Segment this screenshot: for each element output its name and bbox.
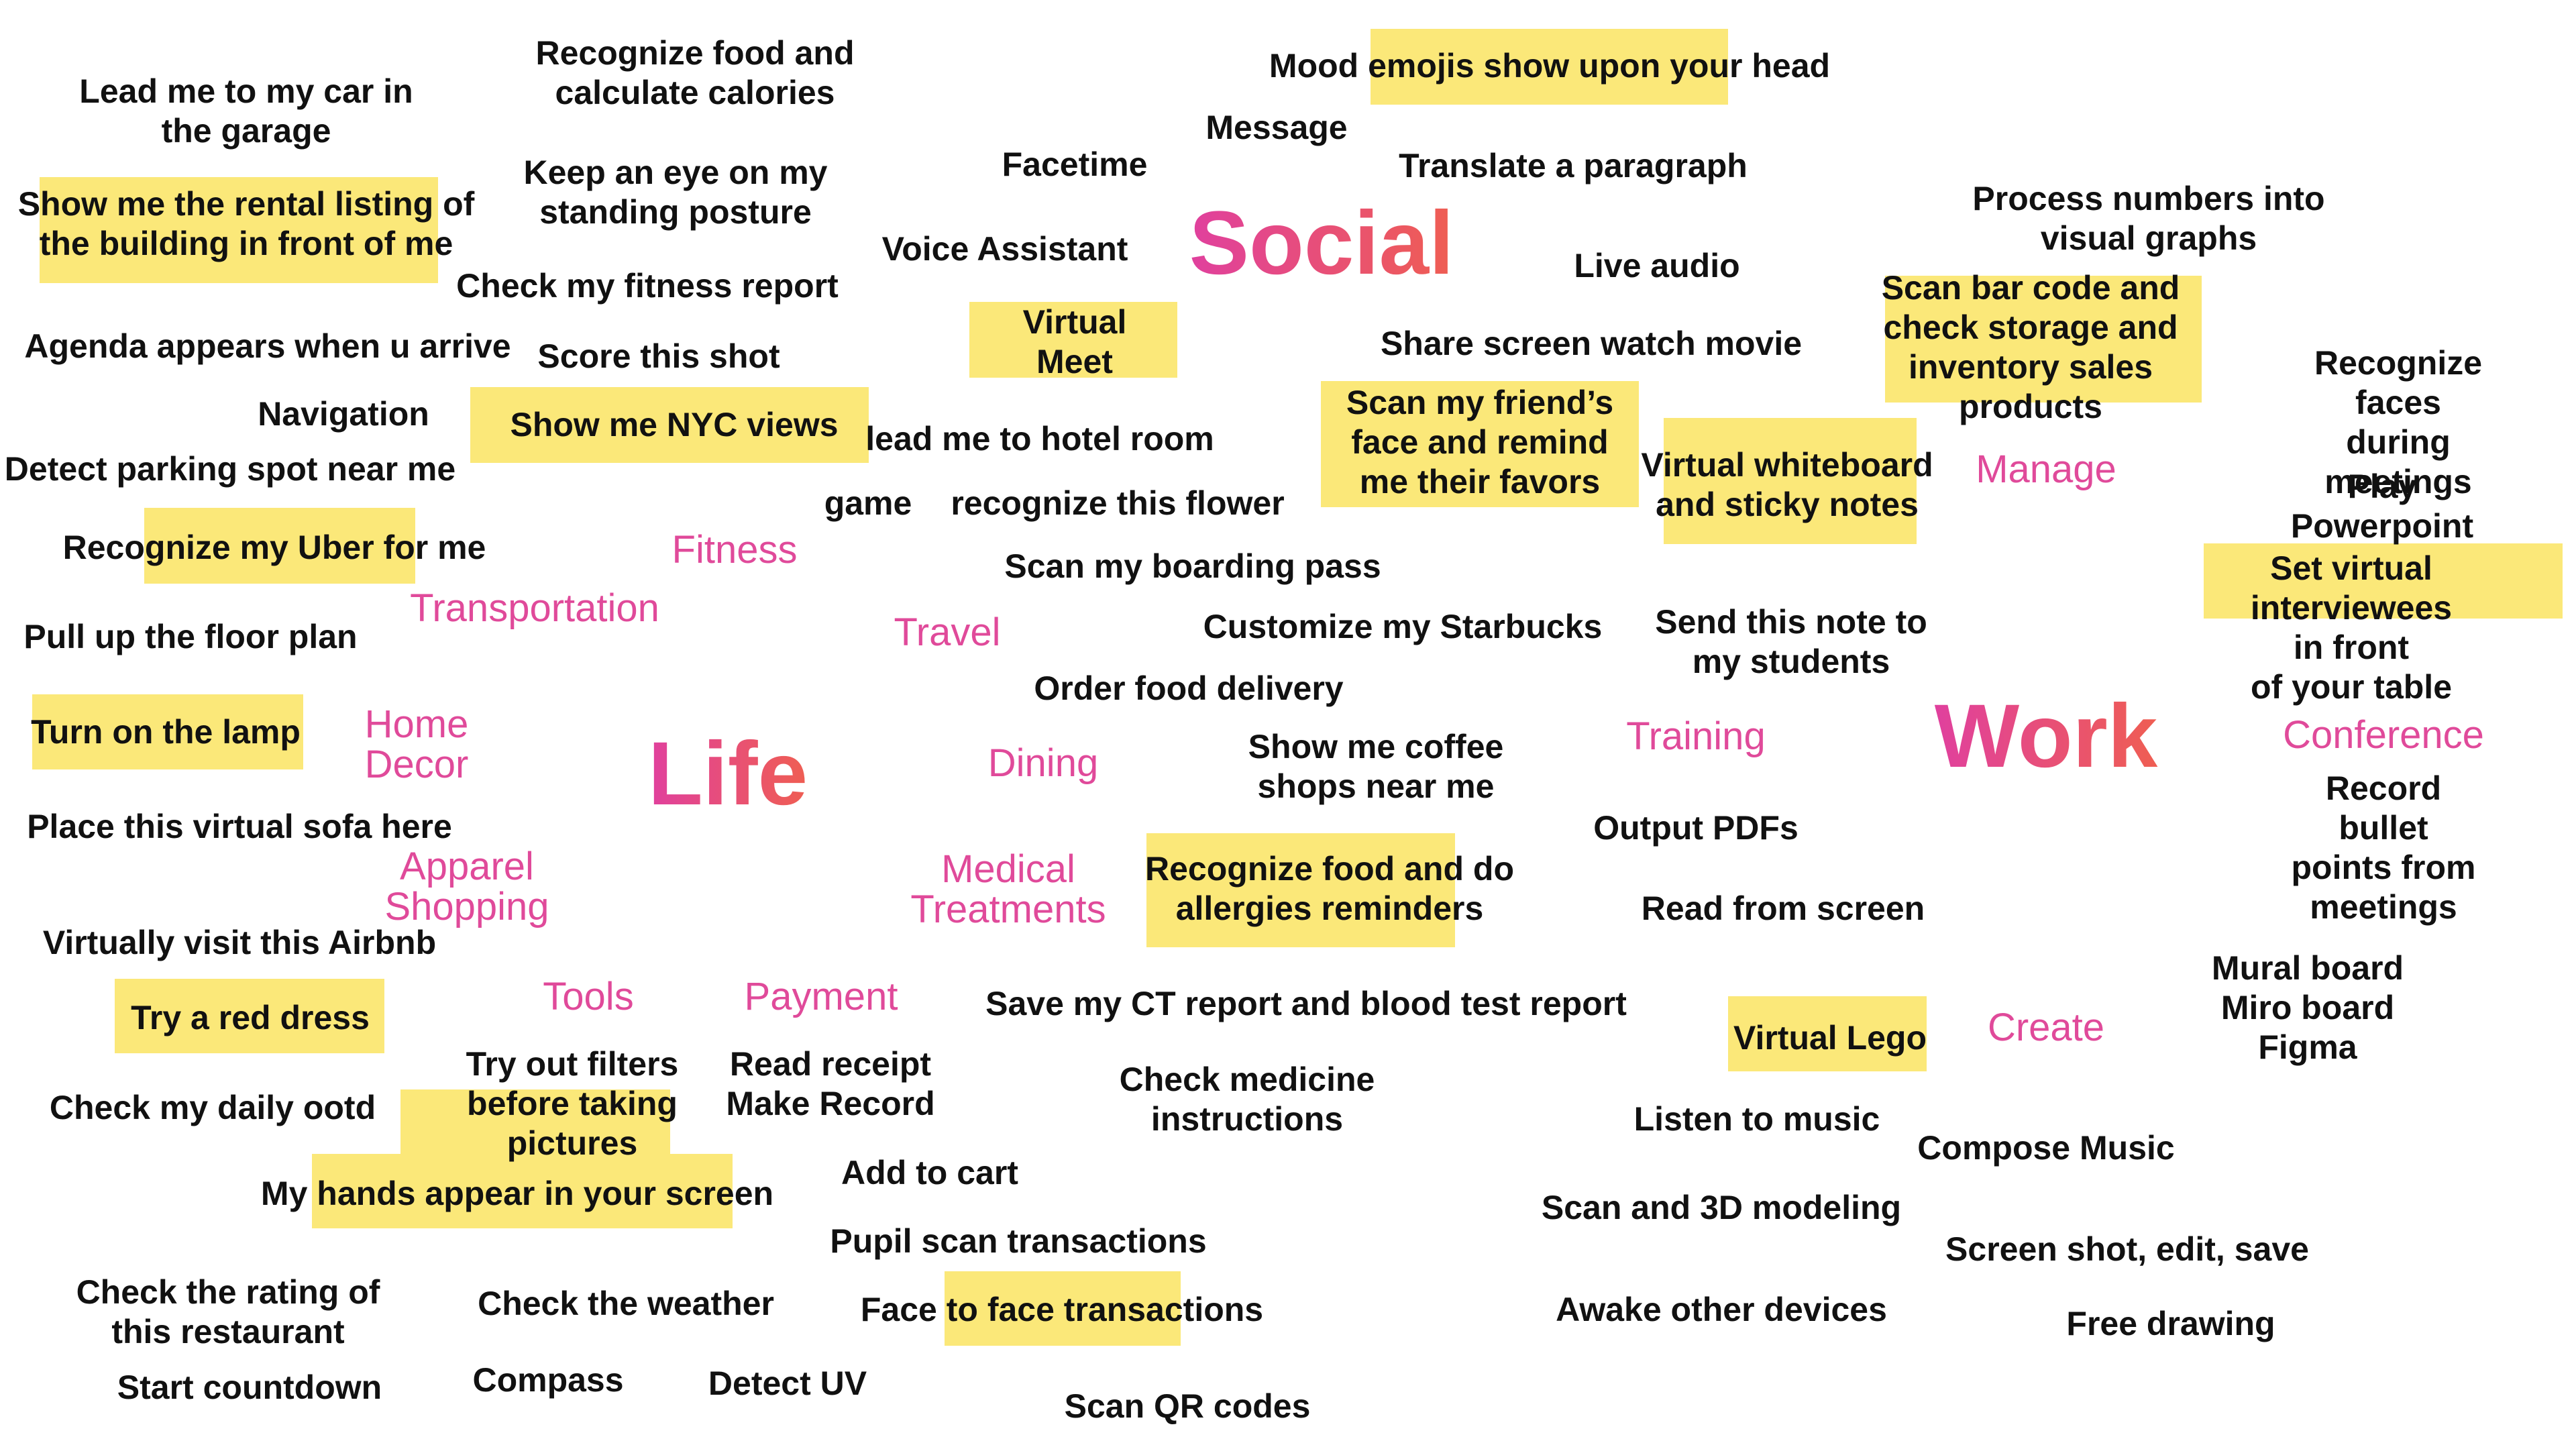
category-transportation: Transportation	[410, 586, 659, 630]
note-translate: Translate a paragraph	[1399, 147, 1748, 184]
note-ct-report: Save my CT report and blood test report	[985, 985, 1627, 1022]
note-medicine: Check medicine instructions	[1119, 1061, 1375, 1138]
highlight-hands	[312, 1154, 733, 1228]
note-score-shot: Score this shot	[537, 337, 780, 375]
category-training: Training	[1626, 714, 1766, 758]
note-hands: My hands appear in your screen	[260, 1175, 774, 1212]
note-keep-eye: Keep an eye on my standing posture	[523, 154, 828, 231]
category-tools: Tools	[543, 975, 634, 1018]
note-interviewees: Set virtual interviewees in front of you…	[2250, 549, 2453, 706]
note-recognize-faces: Recognize faces during meetings	[2314, 344, 2483, 500]
note-cart: Add to cart	[841, 1154, 1018, 1191]
highlight-rental	[40, 177, 438, 283]
note-countdown: Start countdown	[117, 1369, 382, 1406]
highlight-virtual-meet	[969, 302, 1177, 378]
note-compose: Compose Music	[1917, 1129, 2175, 1167]
highlight-red-dress	[115, 979, 384, 1053]
note-weather: Check the weather	[478, 1285, 774, 1322]
note-pdfs: Output PDFs	[1593, 809, 1799, 847]
category-manage: Manage	[1976, 447, 2116, 491]
category-create: Create	[1987, 1006, 2105, 1049]
note-navigation: Navigation	[258, 395, 429, 433]
note-parking: Detect parking spot near me	[4, 450, 456, 488]
note-allergies: Recognize food and do allergies reminder…	[1145, 850, 1514, 927]
category-travel: Travel	[894, 610, 1001, 654]
note-game: game	[824, 484, 912, 522]
note-qr: Scan QR codes	[1064, 1387, 1311, 1425]
note-pupil: Pupil scan transactions	[830, 1222, 1207, 1260]
category-fitness: Fitness	[672, 528, 798, 572]
note-music: Listen to music	[1633, 1100, 1880, 1138]
note-message: Message	[1205, 109, 1348, 146]
note-mural: Mural board Miro board Figma	[2211, 949, 2404, 1066]
note-ootd: Check my daily ootd	[49, 1089, 376, 1126]
note-coffee: Show me coffee shops near me	[1248, 728, 1504, 805]
highlight-friend	[1321, 381, 1639, 507]
note-compass: Compass	[472, 1361, 624, 1399]
note-sofa: Place this virtual sofa here	[27, 808, 452, 845]
note-record-bullets: Record bullet points from meetings	[2291, 769, 2476, 926]
highlight-filters	[400, 1089, 670, 1165]
note-virtual-meet: Virtual Meet	[1022, 303, 1127, 380]
category-medical: Medical Treatments	[910, 847, 1106, 931]
highlight-whiteboard	[1664, 418, 1917, 544]
note-scan-friend: Scan my friend’s face and remind me thei…	[1346, 384, 1614, 500]
note-whiteboard: Virtual whiteboard and sticky notes	[1641, 446, 1933, 523]
note-face-trans: Face to face transactions	[860, 1291, 1264, 1328]
note-lamp: Turn on the lamp	[31, 713, 301, 751]
note-screenshot: Screen shot, edit, save	[1945, 1230, 2309, 1268]
note-delivery: Order food delivery	[1034, 670, 1344, 707]
note-fitness-report: Check my fitness report	[456, 267, 839, 305]
category-dining: Dining	[987, 741, 1099, 785]
note-red-dress: Try a red dress	[131, 999, 370, 1036]
note-flower: recognize this flower	[951, 484, 1285, 522]
note-facetime: Facetime	[1002, 146, 1148, 183]
note-filters: Try out filters before taking pictures	[466, 1045, 679, 1162]
highlight-barcode	[1885, 276, 2202, 403]
note-food-calories: Recognize food and calculate calories	[535, 34, 855, 111]
note-nyc: Show me NYC views	[510, 406, 839, 443]
note-starbucks: Customize my Starbucks	[1203, 608, 1603, 645]
note-read-screen: Read from screen	[1641, 890, 1925, 927]
note-send-note: Send this note to my students	[1655, 603, 1927, 680]
heading-work: Work	[1934, 686, 2158, 786]
note-hotel: lead me to hotel room	[865, 420, 1214, 458]
note-boarding: Scan my boarding pass	[1004, 547, 1381, 585]
category-home-decor: Home Decor	[364, 702, 469, 786]
highlight-mood	[1371, 29, 1728, 105]
highlight-lamp	[32, 694, 303, 769]
note-live-audio: Live audio	[1574, 247, 1740, 284]
heading-life: Life	[647, 724, 808, 824]
highlight-uber	[144, 508, 415, 584]
note-rental: Show me the rental listing of the buildi…	[17, 185, 475, 262]
note-scan-barcode: Scan bar code and check storage and inve…	[1881, 269, 2180, 425]
note-uber: Recognize my Uber for me	[62, 529, 486, 566]
highlight-allergies	[1146, 833, 1455, 947]
note-mood-emojis: Mood emojis show upon your head	[1269, 47, 1831, 85]
note-agenda: Agenda appears when u arrive	[24, 327, 511, 365]
note-process-numbers: Process numbers into visual graphs	[1972, 180, 2325, 257]
highlight-nyc	[470, 387, 869, 463]
note-receipt: Read receipt Make Record	[726, 1045, 935, 1122]
category-payment: Payment	[744, 975, 898, 1018]
note-airbnb: Virtually visit this Airbnb	[42, 924, 437, 961]
note-share-screen: Share screen watch movie	[1380, 325, 1803, 362]
highlight-interviewees	[2204, 543, 2563, 619]
category-apparel-shopping: Apparel Shopping	[384, 845, 549, 928]
highlight-lego	[1728, 996, 1927, 1071]
note-voice-assistant: Voice Assistant	[881, 230, 1128, 268]
note-floor-plan: Pull up the floor plan	[23, 618, 358, 655]
note-rating: Check the rating of this restaurant	[76, 1273, 380, 1350]
note-modeling: Scan and 3D modeling	[1541, 1189, 1902, 1226]
category-conference: Conference	[2283, 713, 2484, 757]
note-awake: Awake other devices	[1556, 1291, 1887, 1328]
note-free-drawing: Free drawing	[2066, 1305, 2275, 1342]
note-lego: Virtual Lego	[1733, 1019, 1927, 1057]
highlight-face-trans	[945, 1271, 1181, 1346]
note-play-ppt: Play Powerpoint	[2290, 468, 2474, 545]
note-uv: Detect UV	[708, 1365, 867, 1402]
heading-social: Social	[1189, 193, 1454, 293]
note-lead-car: Lead me to my car in the garage	[79, 72, 413, 150]
